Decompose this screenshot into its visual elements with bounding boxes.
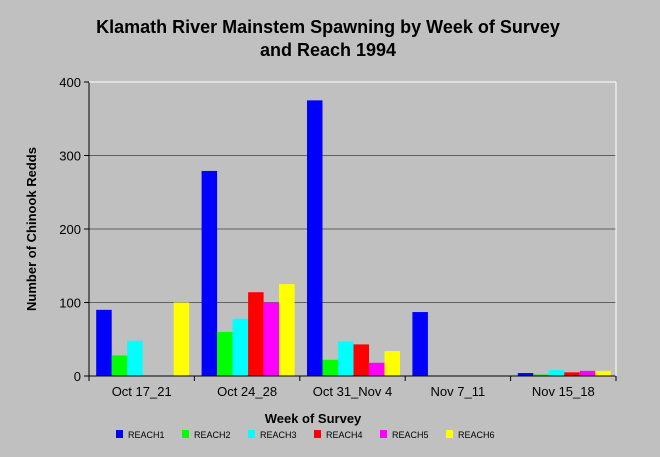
legend-swatch-reach5: [380, 430, 387, 438]
legend-swatch-reach1: [116, 430, 123, 438]
legend-label-reach4: REACH4: [326, 430, 363, 440]
y-axis-title: Number of Chinook Redds: [24, 147, 39, 311]
bar-reach6-1: [279, 284, 295, 376]
legend-swatch-reach6: [446, 430, 453, 438]
legend-swatch-reach3: [248, 430, 255, 438]
legend-label-reach5: REACH5: [392, 430, 429, 440]
bar-reach6-4: [595, 370, 611, 376]
bar-reach2-1: [217, 331, 233, 376]
bar-reach1-3: [412, 312, 428, 376]
axes: [84, 81, 617, 381]
chart-title-line1: Klamath River Mainstem Spawning by Week …: [96, 17, 560, 37]
bar-reach3-2: [338, 341, 354, 376]
bar-reach5-4: [579, 370, 596, 376]
chart-title-line2: and Reach 1994: [260, 40, 396, 60]
bar-reach1-0: [96, 309, 112, 376]
bar-reach4-2: [353, 344, 369, 376]
x-tick-label-1: Oct 24_28: [217, 384, 277, 399]
bars: [96, 100, 611, 376]
bar-reach3-0: [127, 340, 143, 376]
y-tick-label-400: 400: [59, 75, 81, 90]
x-tick-label-0: Oct 17_21: [112, 384, 172, 399]
bar-reach6-2: [384, 351, 400, 376]
y-tick-label-200: 200: [59, 222, 81, 237]
legend-label-reach2: REACH2: [194, 430, 231, 440]
x-axis-title: Week of Survey: [265, 411, 362, 426]
bar-reach2-4: [533, 374, 549, 376]
bar-reach1-2: [307, 100, 323, 376]
legend-swatch-reach2: [182, 430, 189, 438]
x-tick-label-3: Nov 7_11: [431, 384, 486, 399]
y-tick-label-100: 100: [59, 296, 81, 311]
legend-swatch-reach4: [314, 430, 321, 438]
legend-label-reach1: REACH1: [128, 430, 165, 440]
bar-reach2-0: [111, 355, 128, 376]
bar-reach6-0: [173, 302, 190, 376]
bar-reach3-1: [232, 318, 249, 376]
bar-reach3-4: [548, 370, 565, 376]
legend: REACH1 REACH2 REACH3 REACH4 REACH5 REACH6: [116, 430, 495, 440]
x-tick-label-2: Oct 31_Nov 4: [313, 384, 393, 399]
bar-reach5-2: [369, 362, 385, 376]
bar-reach2-2: [322, 359, 338, 376]
x-tick-labels: Oct 17_21 Oct 24_28 Oct 31_Nov 4 Nov 7_11 No…: [112, 384, 595, 399]
bar-reach1-4: [517, 373, 534, 376]
y-tick-labels: 0 100 200 300 400: [59, 75, 81, 384]
legend-label-reach3: REACH3: [260, 430, 297, 440]
bar-reach1-1: [201, 170, 218, 376]
y-tick-label-300: 300: [59, 149, 81, 164]
y-tick-label-0: 0: [74, 369, 81, 384]
bar-reach4-1: [248, 292, 264, 376]
bar-reach5-1: [263, 302, 280, 376]
bar-reach4-4: [564, 372, 580, 376]
legend-label-reach6: REACH6: [458, 430, 495, 440]
x-tick-label-4: Nov 15_18: [532, 384, 595, 399]
